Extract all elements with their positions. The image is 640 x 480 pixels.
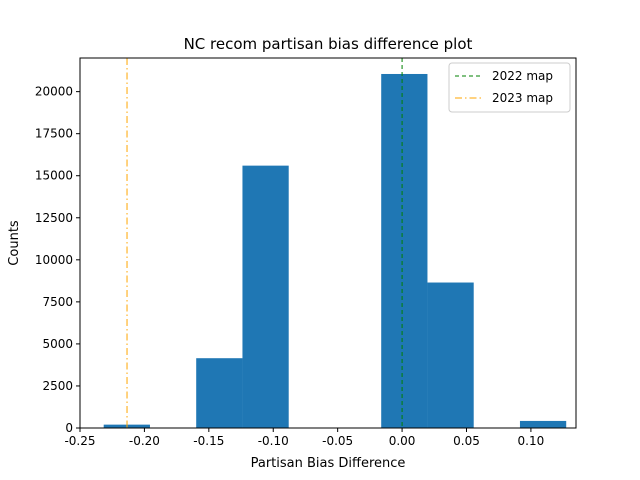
y-tick-label: 5000	[42, 337, 73, 351]
plot-frame	[79, 57, 577, 429]
histogram-bar	[242, 165, 289, 429]
y-tick-label: 7500	[42, 295, 73, 309]
y-tick-label: 12500	[35, 211, 73, 225]
y-axis-label: Counts	[7, 220, 22, 266]
histogram-bar	[427, 282, 474, 428]
y-tick-label: 10000	[35, 253, 73, 267]
y-tick-label: 2500	[42, 379, 73, 393]
legend: 2022 map 2023 map	[448, 62, 571, 113]
x-tick-label: -0.15	[193, 434, 224, 448]
x-tick-label: 0.10	[518, 434, 545, 448]
histogram-bar	[196, 358, 243, 428]
y-tick-label: 17500	[35, 127, 73, 141]
x-tick-label: -0.20	[129, 434, 160, 448]
x-tick-label: 0.00	[389, 434, 416, 448]
legend-label: 2023 map	[492, 91, 553, 105]
legend-box	[448, 62, 571, 113]
x-axis-ticks: -0.25 -0.20 -0.15 -0.10 -0.05 0.00 0.05 0.10	[64, 428, 544, 448]
histogram-bar	[519, 420, 567, 428]
x-tick-label: -0.25	[64, 434, 95, 448]
x-tick-label: -0.10	[258, 434, 289, 448]
bars-group	[103, 73, 567, 429]
legend-label: 2022 map	[492, 69, 553, 83]
histogram-bar	[381, 73, 428, 429]
x-tick-label: 0.05	[453, 434, 480, 448]
y-tick-label: 20000	[35, 85, 73, 99]
x-tick-label: -0.05	[322, 434, 353, 448]
y-tick-label: 15000	[35, 169, 73, 183]
x-axis-label: Partisan Bias Difference	[251, 456, 406, 471]
chart-title: NC recom partisan bias difference plot	[184, 35, 473, 53]
reference-lines-group	[126, 58, 403, 428]
y-axis-ticks: 0 2500 5000 7500 10000 12500 15000 17500 20000	[35, 85, 80, 435]
y-tick-label: 0	[65, 421, 73, 435]
